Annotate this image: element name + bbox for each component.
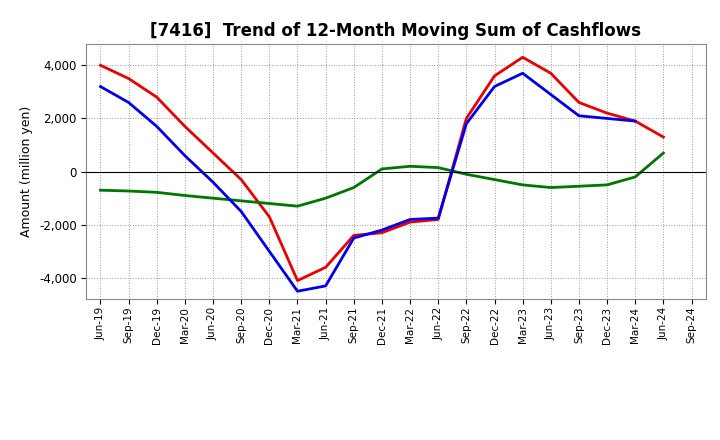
Investing Cashflow [406, 164, 415, 169]
Investing Cashflow [293, 204, 302, 209]
Investing Cashflow [603, 182, 611, 187]
Investing Cashflow [434, 165, 443, 170]
Free Cashflow [96, 84, 105, 89]
Investing Cashflow [153, 190, 161, 195]
Investing Cashflow [659, 150, 667, 156]
Investing Cashflow [631, 174, 639, 180]
Investing Cashflow [96, 187, 105, 193]
Investing Cashflow [125, 188, 133, 194]
Title: [7416]  Trend of 12-Month Moving Sum of Cashflows: [7416] Trend of 12-Month Moving Sum of C… [150, 22, 642, 40]
Operating Cashflow [349, 233, 358, 238]
Free Cashflow [349, 235, 358, 241]
Free Cashflow [575, 113, 583, 118]
Operating Cashflow [631, 118, 639, 124]
Investing Cashflow [377, 166, 386, 172]
Operating Cashflow [518, 55, 527, 60]
Investing Cashflow [490, 177, 499, 182]
Free Cashflow [406, 217, 415, 222]
Free Cashflow [125, 100, 133, 105]
Operating Cashflow [96, 62, 105, 68]
Free Cashflow [293, 289, 302, 294]
Investing Cashflow [518, 182, 527, 187]
Operating Cashflow [659, 134, 667, 139]
Investing Cashflow [265, 201, 274, 206]
Operating Cashflow [603, 110, 611, 116]
Free Cashflow [518, 70, 527, 76]
Operating Cashflow [490, 73, 499, 78]
Investing Cashflow [546, 185, 555, 190]
Free Cashflow [209, 180, 217, 185]
Line: Free Cashflow: Free Cashflow [101, 73, 635, 291]
Operating Cashflow [434, 217, 443, 222]
Investing Cashflow [181, 193, 189, 198]
Free Cashflow [181, 153, 189, 158]
Free Cashflow [546, 92, 555, 97]
Investing Cashflow [209, 195, 217, 201]
Operating Cashflow [237, 177, 246, 182]
Operating Cashflow [377, 230, 386, 235]
Free Cashflow [377, 227, 386, 233]
Investing Cashflow [575, 183, 583, 189]
Investing Cashflow [462, 172, 471, 177]
Operating Cashflow [321, 265, 330, 270]
Investing Cashflow [237, 198, 246, 203]
Investing Cashflow [321, 195, 330, 201]
Free Cashflow [237, 209, 246, 214]
Operating Cashflow [181, 124, 189, 129]
Free Cashflow [321, 283, 330, 289]
Operating Cashflow [153, 95, 161, 100]
Free Cashflow [153, 124, 161, 129]
Operating Cashflow [209, 150, 217, 156]
Operating Cashflow [462, 116, 471, 121]
Free Cashflow [434, 216, 443, 221]
Operating Cashflow [406, 220, 415, 225]
Legend: Operating Cashflow, Investing Cashflow, Free Cashflow: Operating Cashflow, Investing Cashflow, … [146, 438, 646, 440]
Operating Cashflow [125, 76, 133, 81]
Operating Cashflow [546, 70, 555, 76]
Operating Cashflow [575, 100, 583, 105]
Operating Cashflow [265, 214, 274, 220]
Y-axis label: Amount (million yen): Amount (million yen) [20, 106, 33, 237]
Line: Investing Cashflow: Investing Cashflow [101, 153, 663, 206]
Free Cashflow [603, 116, 611, 121]
Free Cashflow [462, 121, 471, 126]
Investing Cashflow [349, 185, 358, 190]
Line: Operating Cashflow: Operating Cashflow [101, 57, 663, 281]
Operating Cashflow [293, 278, 302, 283]
Free Cashflow [265, 249, 274, 254]
Free Cashflow [631, 118, 639, 124]
Free Cashflow [490, 84, 499, 89]
